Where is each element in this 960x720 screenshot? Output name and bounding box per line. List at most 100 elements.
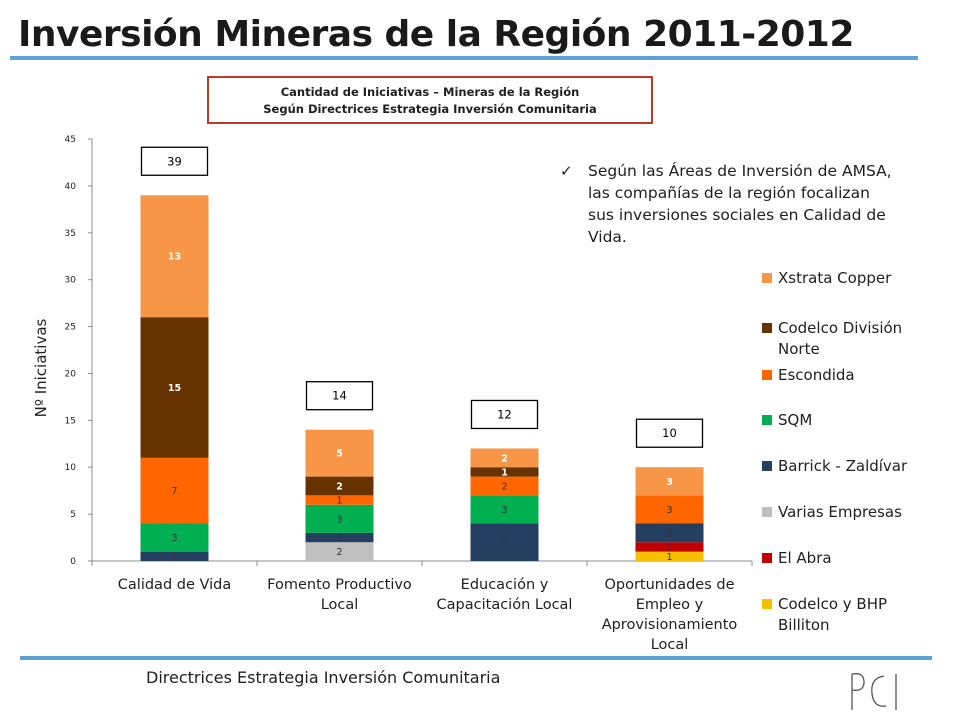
bar-segment — [635, 551, 704, 561]
legend-label: Barrick - Zaldívar — [778, 456, 938, 477]
bar-segment — [470, 467, 539, 477]
bar-segment — [305, 429, 374, 477]
pci-logo — [851, 673, 897, 710]
y-tick-label: 25 — [65, 323, 76, 333]
bar-value-label: 4 — [501, 538, 507, 549]
y-tick-label: 0 — [70, 557, 76, 567]
legend-item: Codelco y BHP Billiton — [762, 594, 938, 636]
x-category-label-line: Calidad de Vida — [117, 577, 232, 593]
bar-value-label: 3 — [501, 505, 507, 516]
x-category-label-line: Educación y — [460, 577, 549, 593]
legend-item: Codelco División Norte — [762, 318, 938, 360]
legend-label-line: El Abra — [778, 549, 832, 567]
legend-item: El Abra — [762, 548, 938, 569]
legend-label: Codelco División Norte — [778, 318, 938, 360]
bar-value-label: 3 — [666, 477, 673, 488]
note-callout: ✓ Según las Áreas de Inversión de AMSA, … — [560, 160, 900, 248]
footer-text: Directrices Estrategia Inversión Comunit… — [146, 668, 501, 687]
bar-segment — [635, 495, 704, 524]
x-category-label: Oportunidades de Empleo y Aprovisionamient… — [590, 575, 750, 655]
legend-label: Codelco y BHP Billiton — [778, 594, 938, 636]
legend-item: Escondida — [762, 365, 938, 386]
x-category-label: Calidad de Vida — [95, 575, 255, 595]
bar-value-label: 1 — [171, 552, 177, 563]
legend-label-line: Varias Empresas — [778, 503, 902, 521]
y-tick-label: 5 — [70, 510, 76, 520]
legend-label: Varias Empresas — [778, 502, 938, 523]
x-category-label-line: Capacitación Local — [436, 597, 573, 613]
x-category-label-line: Aprovisionamiento — [601, 617, 738, 633]
bar-segment — [635, 523, 704, 543]
bar-value-label: 1 — [336, 533, 342, 544]
bar-value-label: 2 — [336, 547, 342, 558]
legend-label: El Abra — [778, 548, 938, 569]
bar-value-label: 1 — [336, 496, 342, 507]
legend-swatch — [762, 507, 772, 517]
bar-value-label: 5 — [336, 449, 343, 460]
legend-swatch — [762, 461, 772, 471]
bar-segment — [470, 495, 539, 524]
footer-rule — [20, 656, 932, 660]
slide-title: Inversión Mineras de la Región 2011-2012 — [18, 14, 854, 55]
legend-item: SQM — [762, 410, 938, 431]
total-box — [305, 381, 374, 411]
bar-segment — [140, 523, 209, 552]
title-underline — [10, 56, 918, 60]
checkmark-icon: ✓ — [560, 162, 573, 180]
x-category-label: Fomento Productivo Local — [260, 575, 420, 615]
note-text: Según las Áreas de Inversión de AMSA, la… — [588, 162, 892, 246]
legend-swatch — [762, 370, 772, 380]
legend-swatch — [762, 415, 772, 425]
bar-value-label: 15 — [168, 383, 181, 394]
bar-segment — [470, 448, 539, 468]
legend-label: Escondida — [778, 365, 938, 386]
legend-label-line: Codelco División — [778, 319, 903, 337]
bar-segment — [305, 476, 374, 496]
bar-segment — [140, 317, 209, 458]
total-box — [140, 146, 209, 176]
bar-segment — [635, 467, 704, 496]
legend-label-line: Billiton — [778, 616, 830, 634]
bar-segment — [305, 542, 374, 561]
y-tick-label: 30 — [65, 276, 77, 286]
y-axis-label: Nº Iniciativas — [32, 318, 50, 417]
y-tick-label: 45 — [65, 135, 76, 145]
legend-item: Xstrata Copper — [762, 268, 938, 289]
bar-value-label: 2 — [501, 453, 508, 464]
bar-value-label: 7 — [171, 486, 177, 497]
x-category-label-line: Empleo y — [635, 597, 704, 613]
total-label: 10 — [662, 426, 677, 440]
bar-segment — [470, 523, 539, 561]
legend-swatch — [762, 553, 772, 563]
bar-value-label: 3 — [666, 505, 672, 516]
chart-subtitle-line-2: Según Directrices Estrategia Inversión C… — [263, 102, 597, 116]
legend-swatch — [762, 599, 772, 609]
bar-value-label: 3 — [171, 533, 177, 544]
legend-item: Varias Empresas — [762, 502, 938, 523]
legend-item: Barrick - Zaldívar — [762, 456, 938, 477]
bar-segment — [305, 532, 374, 543]
y-tick-label: 20 — [65, 369, 77, 379]
legend-label: Xstrata Copper — [778, 268, 938, 289]
legend-swatch — [762, 273, 772, 283]
bar-segment — [140, 195, 209, 318]
legend-label-line: SQM — [778, 411, 813, 429]
legend-label-line: Xstrata Copper — [778, 269, 892, 287]
legend-label-line: Escondida — [778, 366, 855, 384]
y-tick-label: 40 — [65, 182, 77, 192]
x-category-label: Educación y Capacitación Local — [425, 575, 585, 615]
total-box — [635, 418, 704, 448]
total-box — [470, 399, 539, 430]
total-label: 39 — [167, 154, 182, 168]
bar-segment — [635, 542, 704, 552]
legend-label-line: Barrick - Zaldívar — [778, 457, 908, 475]
chart-subtitle-line-1: Cantidad de Iniciativas – Mineras de la … — [280, 85, 580, 99]
bar-value-label: 1 — [666, 542, 672, 553]
x-category-label-line: Fomento Productivo — [267, 577, 412, 593]
y-tick-label: 10 — [65, 463, 77, 473]
bar-value-label: 2 — [666, 528, 672, 539]
x-category-label-line: Oportunidades de — [604, 577, 735, 593]
bar-value-label: 2 — [501, 481, 507, 492]
legend-label-line: Codelco y BHP — [778, 595, 888, 613]
